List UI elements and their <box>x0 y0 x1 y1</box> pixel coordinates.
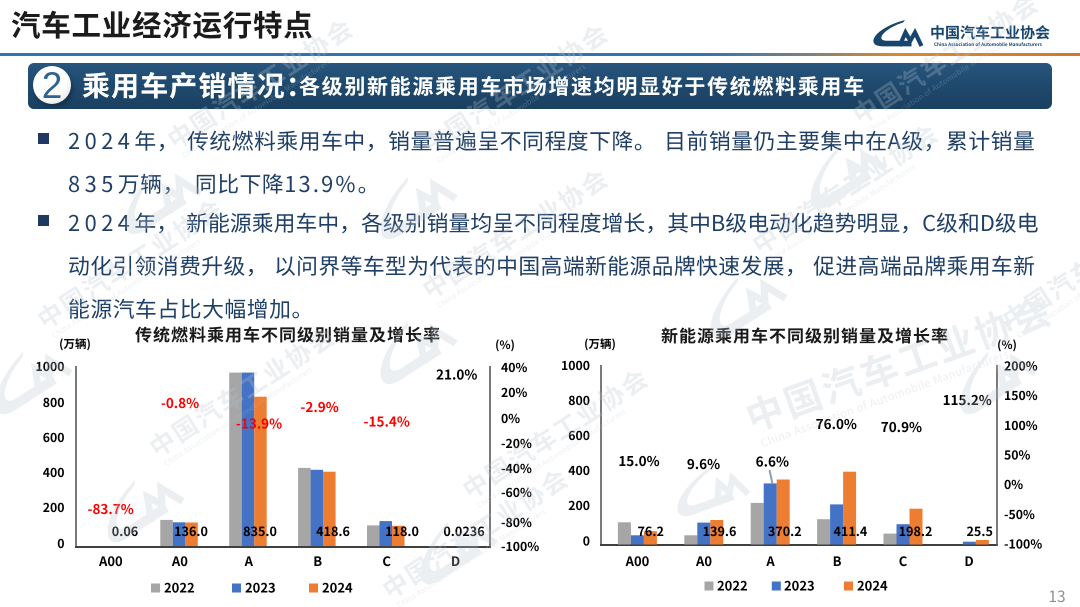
svg-text:-83.7%: -83.7% <box>87 498 133 518</box>
svg-text:-0.8%: -0.8% <box>161 392 199 412</box>
svg-text:2024: 2024 <box>857 576 888 595</box>
svg-text:0%: 0% <box>1004 475 1023 493</box>
svg-text:-50%: -50% <box>1004 505 1035 523</box>
svg-text:B: B <box>313 551 322 570</box>
svg-text:200: 200 <box>568 496 590 514</box>
svg-text:1000: 1000 <box>561 356 590 374</box>
svg-text:新能源乘用车不同级别销量及增长率: 新能源乘用车不同级别销量及增长率 <box>661 322 949 347</box>
svg-text:中国汽车工业协会: 中国汽车工业协会 <box>930 22 1050 43</box>
svg-text:-100%: -100% <box>1004 535 1042 553</box>
svg-text:600: 600 <box>43 428 65 446</box>
svg-text:0%: 0% <box>501 409 520 427</box>
svg-text:-13.9%: -13.9% <box>236 413 282 433</box>
svg-text:A0: A0 <box>171 551 188 570</box>
svg-text:0.0236: 0.0236 <box>443 521 484 540</box>
svg-text:A00: A00 <box>625 551 650 570</box>
svg-text:C: C <box>382 551 391 570</box>
svg-text:370.2: 370.2 <box>768 521 802 540</box>
svg-text:70.9%: 70.9% <box>881 416 922 436</box>
svg-text:21.0%: 21.0% <box>436 364 477 384</box>
svg-text:D: D <box>964 551 973 570</box>
svg-text:400: 400 <box>43 463 65 481</box>
svg-text:传统燃料乘用车不同级别销量及增长率: 传统燃料乘用车不同级别销量及增长率 <box>135 321 441 346</box>
svg-text:835.0: 835.0 <box>243 521 277 540</box>
svg-text:-15.4%: -15.4% <box>364 411 410 431</box>
svg-text:76.0%: 76.0% <box>816 413 857 433</box>
svg-text:-20%: -20% <box>501 434 532 452</box>
svg-text:40%: 40% <box>501 358 528 376</box>
svg-text:2024: 2024 <box>322 578 353 597</box>
svg-text:200: 200 <box>43 498 65 516</box>
svg-text:800: 800 <box>43 393 65 411</box>
svg-text:A00: A00 <box>98 551 123 570</box>
svg-text:13: 13 <box>1048 585 1065 607</box>
svg-text:(%): (%) <box>495 337 515 353</box>
svg-text:2022: 2022 <box>164 578 195 597</box>
svg-text:6.6%: 6.6% <box>756 451 789 471</box>
svg-text:-100%: -100% <box>501 537 539 555</box>
svg-text:198.2: 198.2 <box>899 521 933 540</box>
svg-text:A0: A0 <box>695 551 712 570</box>
svg-text:(万辆): (万辆) <box>59 336 91 352</box>
svg-text:2022: 2022 <box>717 576 748 595</box>
svg-text:B: B <box>833 551 842 570</box>
svg-text:(%): (%) <box>997 337 1017 353</box>
svg-text:139.6: 139.6 <box>703 521 737 540</box>
svg-text:9.6%: 9.6% <box>687 453 720 473</box>
svg-text:150%: 150% <box>1004 386 1038 404</box>
svg-text:411.4: 411.4 <box>833 521 867 540</box>
svg-text:0: 0 <box>583 532 590 550</box>
svg-text:(万辆): (万辆) <box>584 336 616 352</box>
svg-text:600: 600 <box>568 426 590 444</box>
svg-text:A: A <box>765 551 775 570</box>
svg-text:136.0: 136.0 <box>174 521 208 540</box>
svg-text:China Association of Automobil: China Association of Automobile Manufact… <box>934 42 1043 48</box>
svg-text:418.6: 418.6 <box>316 521 350 540</box>
svg-text:15.0%: 15.0% <box>618 450 659 470</box>
svg-text:100%: 100% <box>1004 416 1038 434</box>
svg-text:D: D <box>451 551 460 570</box>
svg-text:-80%: -80% <box>501 513 532 531</box>
svg-text:76.2: 76.2 <box>638 521 664 540</box>
svg-text:-2.9%: -2.9% <box>300 396 338 416</box>
svg-text:200%: 200% <box>1004 357 1038 375</box>
svg-text:1000: 1000 <box>35 357 64 375</box>
svg-text:-40%: -40% <box>501 459 532 477</box>
svg-text:50%: 50% <box>1004 446 1031 464</box>
svg-text:20%: 20% <box>501 383 528 401</box>
svg-text:0: 0 <box>57 534 64 552</box>
svg-text:400: 400 <box>568 461 590 479</box>
svg-text:118.0: 118.0 <box>385 521 419 540</box>
svg-text:2023: 2023 <box>784 576 815 595</box>
svg-text:A: A <box>244 551 254 570</box>
svg-text:25.5: 25.5 <box>967 521 993 540</box>
svg-text:2023: 2023 <box>245 578 276 597</box>
svg-text:115.2%: 115.2% <box>943 389 992 409</box>
svg-text:800: 800 <box>568 391 590 409</box>
svg-text:C: C <box>899 551 908 570</box>
svg-text:-60%: -60% <box>501 483 532 501</box>
svg-text:0.06: 0.06 <box>112 521 138 540</box>
